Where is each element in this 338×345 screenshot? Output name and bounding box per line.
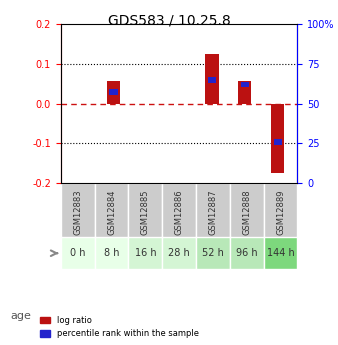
Text: GSM12883: GSM12883 (73, 189, 82, 235)
Text: 8 h: 8 h (104, 248, 119, 258)
Bar (271, 104, 284, 173)
FancyBboxPatch shape (196, 237, 230, 269)
FancyBboxPatch shape (162, 237, 196, 269)
Text: 0 h: 0 h (70, 248, 86, 258)
Text: age: age (10, 311, 31, 321)
Bar (208, 77, 216, 83)
FancyBboxPatch shape (230, 237, 264, 269)
FancyBboxPatch shape (61, 183, 95, 237)
Text: GSM12889: GSM12889 (276, 189, 285, 235)
Text: GSM12887: GSM12887 (209, 189, 217, 235)
FancyBboxPatch shape (95, 183, 128, 237)
Text: GSM12886: GSM12886 (175, 189, 184, 235)
Text: 28 h: 28 h (168, 248, 190, 258)
Text: GDS583 / 10.25.8: GDS583 / 10.25.8 (107, 14, 231, 28)
Text: 16 h: 16 h (135, 248, 156, 258)
Text: GSM12885: GSM12885 (141, 189, 150, 235)
Bar (206, 54, 219, 104)
FancyBboxPatch shape (230, 183, 264, 237)
FancyBboxPatch shape (196, 183, 230, 237)
Bar (107, 81, 120, 103)
FancyBboxPatch shape (162, 183, 196, 237)
FancyBboxPatch shape (61, 237, 95, 269)
FancyBboxPatch shape (264, 237, 297, 269)
Bar (109, 89, 118, 96)
Text: 144 h: 144 h (267, 248, 294, 258)
FancyBboxPatch shape (264, 183, 297, 237)
FancyBboxPatch shape (95, 237, 128, 269)
Text: 96 h: 96 h (236, 248, 258, 258)
FancyBboxPatch shape (128, 183, 162, 237)
Bar (238, 81, 251, 103)
Text: GSM12884: GSM12884 (107, 189, 116, 235)
Text: 52 h: 52 h (202, 248, 224, 258)
Legend: log ratio, percentile rank within the sample: log ratio, percentile rank within the sa… (38, 314, 202, 341)
FancyBboxPatch shape (128, 237, 162, 269)
Bar (241, 81, 249, 87)
Text: GSM12888: GSM12888 (242, 189, 251, 235)
Bar (274, 139, 282, 145)
